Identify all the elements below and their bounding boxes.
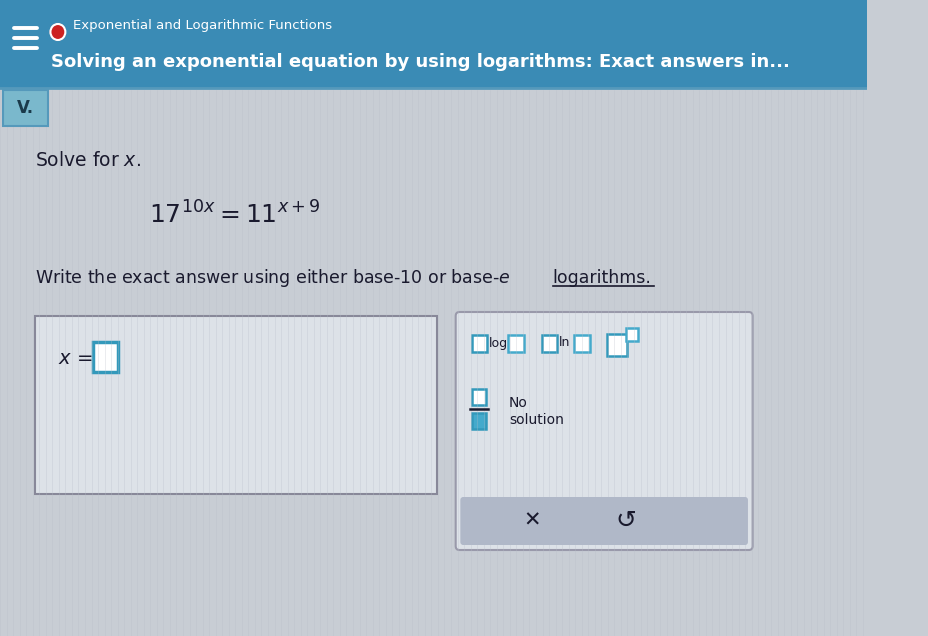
FancyBboxPatch shape: [471, 335, 487, 352]
FancyBboxPatch shape: [471, 413, 486, 429]
Text: V.: V.: [17, 99, 33, 117]
Text: ✕: ✕: [523, 511, 540, 531]
Text: $17^{10x} = 11^{x+9}$: $17^{10x} = 11^{x+9}$: [149, 202, 321, 228]
Text: $x$ =: $x$ =: [58, 349, 93, 368]
FancyBboxPatch shape: [541, 335, 557, 352]
FancyBboxPatch shape: [94, 342, 118, 372]
Text: Solve for $x$.: Solve for $x$.: [35, 151, 141, 170]
Text: log: log: [489, 336, 508, 350]
Text: ln: ln: [559, 336, 570, 350]
Text: No: No: [509, 396, 527, 410]
Circle shape: [50, 24, 65, 40]
FancyBboxPatch shape: [508, 335, 523, 352]
FancyBboxPatch shape: [0, 0, 867, 88]
Text: solution: solution: [509, 413, 563, 427]
FancyBboxPatch shape: [460, 497, 747, 545]
FancyBboxPatch shape: [3, 90, 47, 126]
Text: logarithms.: logarithms.: [552, 269, 651, 287]
Text: Exponential and Logarithmic Functions: Exponential and Logarithmic Functions: [72, 18, 331, 32]
Text: ↺: ↺: [614, 509, 636, 533]
FancyBboxPatch shape: [574, 335, 589, 352]
FancyBboxPatch shape: [471, 389, 486, 405]
FancyBboxPatch shape: [456, 312, 752, 550]
FancyBboxPatch shape: [606, 334, 626, 356]
Text: Solving an exponential equation by using logarithms: Exact answers in...: Solving an exponential equation by using…: [51, 53, 790, 71]
FancyBboxPatch shape: [35, 316, 436, 494]
FancyBboxPatch shape: [625, 328, 638, 341]
Text: Write the exact answer using either base-10 or base-$e$: Write the exact answer using either base…: [35, 267, 511, 289]
